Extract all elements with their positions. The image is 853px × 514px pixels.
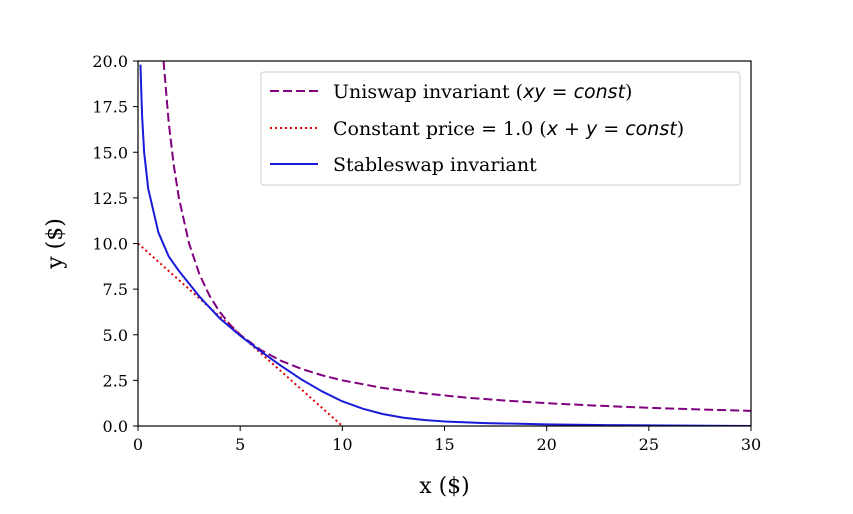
x-tick-label: 25 <box>639 435 659 454</box>
y-tick-label: 0.0 <box>103 417 128 436</box>
x-tick-label: 20 <box>536 435 556 454</box>
series-layer <box>138 61 751 426</box>
x-tick-label: 0 <box>133 435 143 454</box>
y-tick-label: 12.5 <box>92 189 128 208</box>
y-tick-label: 20.0 <box>92 52 128 71</box>
legend-label-1: Uniswap invariant (xy = const) <box>333 81 632 103</box>
y-tick-label: 7.5 <box>103 280 128 299</box>
y-tick-label: 2.5 <box>103 371 128 390</box>
y-tick-label: 17.5 <box>92 98 128 117</box>
y-axis: 0.0 2.5 5.0 7.5 10.0 12.5 15.0 17.5 20.0 <box>92 52 138 436</box>
y-tick-label: 5.0 <box>103 326 128 345</box>
legend-box <box>260 71 741 186</box>
legend-label-3: Stableswap invariant <box>333 154 537 176</box>
series-line-1 <box>162 61 751 412</box>
x-tick-label: 15 <box>434 435 454 454</box>
legend-label-2: Constant price = 1.0 (x + y = const) <box>333 118 684 140</box>
y-axis-label: y ($) <box>43 218 68 270</box>
x-axis: 0 5 10 15 20 25 30 <box>133 426 761 454</box>
series-line-3 <box>139 64 751 426</box>
x-axis-label: x ($) <box>419 474 470 499</box>
legend: Uniswap invariant (xy = const) Constant p… <box>260 71 741 186</box>
x-tick-label: 5 <box>235 435 245 454</box>
y-tick-label: 10.0 <box>92 235 128 254</box>
x-tick-label: 10 <box>332 435 352 454</box>
y-tick-label: 15.0 <box>92 143 128 162</box>
x-tick-label: 30 <box>741 435 761 454</box>
